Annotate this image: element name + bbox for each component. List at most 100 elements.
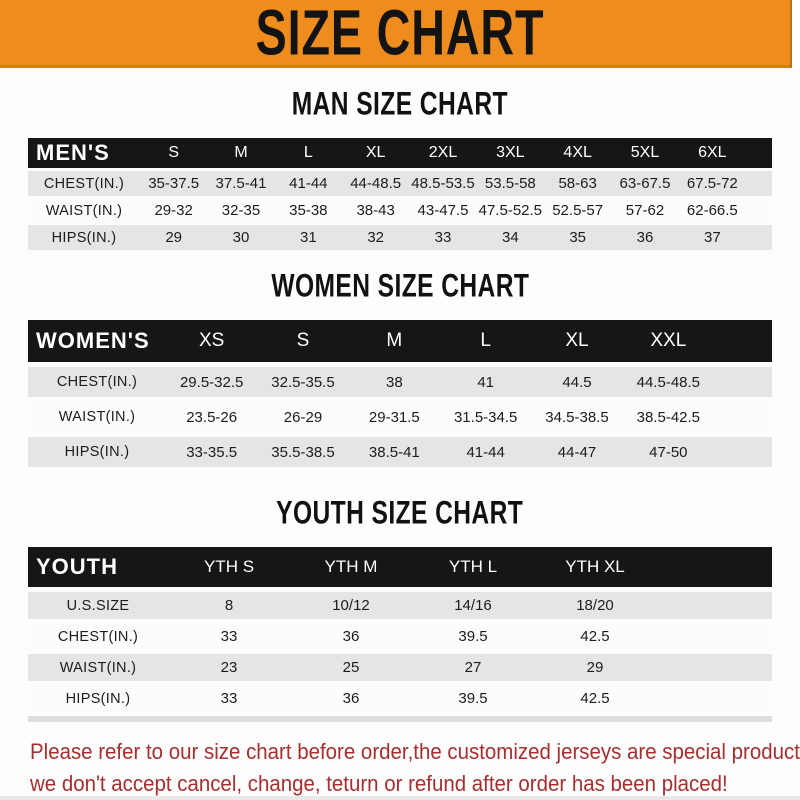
women-value-cell: 47-50 xyxy=(649,443,688,461)
youth-value-cell: 18/20 xyxy=(576,597,614,614)
man-value-cell: 53.5-58 xyxy=(484,175,536,192)
women-header-size-cell: M xyxy=(386,330,403,351)
man-row: CHEST(IN.) 35-37.5 37.5-41 41-44 44-48.5 48.5… xyxy=(28,171,772,196)
women-value-cell: 41 xyxy=(477,373,494,391)
man-value-cell: 41-44 xyxy=(289,175,328,192)
women-value-cell: 26-29 xyxy=(283,408,323,426)
man-value-cell: 34 xyxy=(501,229,519,246)
man-row-label: HIPS(IN.) xyxy=(51,229,117,246)
youth-value-cell: 39.5 xyxy=(458,628,488,645)
man-header-size-cell: 5XL xyxy=(630,144,660,161)
youth-value-cell: 42.5 xyxy=(580,690,610,707)
man-value-cell: 44-48.5 xyxy=(350,175,402,192)
women-header-size-cell: XL xyxy=(565,330,589,351)
youth-value-cell: 8 xyxy=(224,597,234,614)
women-value-cell: 38.5-42.5 xyxy=(636,408,701,426)
youth-section-title: YOUTH SIZE CHART xyxy=(0,496,800,532)
youth-row: HIPS(IN.) 33 36 39.5 42.5 xyxy=(28,685,772,712)
youth-header-size-cell: YTH S xyxy=(203,557,255,576)
man-header-label: MEN'S xyxy=(36,140,110,165)
women-size-section: WOMEN SIZE CHART WOMEN'S XS S M L XL XXL CHEST(… xyxy=(0,268,800,467)
women-header-row: WOMEN'S XS S M L XL XXL xyxy=(28,320,772,362)
order-note: Please refer to our size chart before or… xyxy=(30,736,800,800)
youth-value-cell: 25 xyxy=(342,659,360,676)
youth-value-cell: 42.5 xyxy=(580,628,610,645)
man-value-cell: 57-62 xyxy=(625,202,665,219)
man-value-cell: 32 xyxy=(367,229,384,246)
youth-row-label: WAIST(IN.) xyxy=(59,659,137,676)
women-header-size-cell: XS xyxy=(198,330,225,351)
women-value-cell: 44.5 xyxy=(562,373,592,391)
youth-size-table: YOUTH YTH S YTH M YTH L YTH XL U.S.SIZE 8 10/12… xyxy=(28,547,772,722)
women-row-label: CHEST(IN.) xyxy=(56,374,138,390)
women-value-cell: 29.5-32.5 xyxy=(179,373,244,391)
man-value-cell: 36 xyxy=(636,229,654,246)
man-row: WAIST(IN.) 29-32 32-35 35-38 38-43 43-47.5 47.… xyxy=(28,198,772,223)
women-row-label: WAIST(IN.) xyxy=(58,409,136,425)
man-value-cell: 37.5-41 xyxy=(215,175,267,192)
man-header-size-cell: 6XL xyxy=(698,144,727,161)
women-row: WAIST(IN.) 23.5-26 26-29 29-31.5 31.5-34.5 34… xyxy=(28,402,772,432)
women-section-title: WOMEN SIZE CHART xyxy=(0,268,800,305)
man-value-cell: 32-35 xyxy=(221,202,261,219)
youth-header-size-cell: YTH XL xyxy=(565,557,625,576)
women-row: HIPS(IN.) 33-35.5 35.5-38.5 38.5-41 41-44 44-… xyxy=(28,437,772,467)
youth-value-cell: 14/16 xyxy=(454,597,492,614)
women-value-cell: 23.5-26 xyxy=(186,408,238,426)
youth-row-label: U.S.SIZE xyxy=(66,597,130,614)
man-header-size-cell: M xyxy=(234,144,248,161)
women-size-table: WOMEN'S XS S M L XL XXL CHEST(IN.) 29.5-32.5 32.5… xyxy=(28,320,772,467)
man-header-size-cell: 2XL xyxy=(428,144,458,161)
man-section-title: MAN SIZE CHART xyxy=(0,87,800,123)
man-header-size-cell: L xyxy=(303,144,313,161)
man-size-section: MAN SIZE CHART MEN'S S M L XL 2XL 3XL 4XL 5XL 6XL… xyxy=(0,87,800,250)
size-chart-banner: SIZE CHART xyxy=(0,0,800,68)
women-value-cell: 38.5-41 xyxy=(368,443,420,461)
man-row: HIPS(IN.) 29 30 31 32 33 34 35 36 37 xyxy=(28,225,772,250)
man-value-cell: 62-66.5 xyxy=(686,202,738,219)
youth-value-cell: 39.5 xyxy=(458,690,488,707)
women-value-cell: 31.5-34.5 xyxy=(453,408,518,426)
youth-row: U.S.SIZE 8 10/12 14/16 18/20 xyxy=(28,592,772,619)
women-value-cell: 33-35.5 xyxy=(186,443,238,461)
women-header-label: WOMEN'S xyxy=(36,328,150,353)
youth-value-cell: 33 xyxy=(220,690,238,707)
man-value-cell: 35-37.5 xyxy=(148,175,200,192)
man-row-label: CHEST(IN.) xyxy=(43,175,125,192)
women-header-size-cell: S xyxy=(296,330,310,351)
women-header-size-cell: L xyxy=(480,330,491,351)
man-value-cell: 33 xyxy=(434,229,452,246)
youth-value-cell: 36 xyxy=(342,690,360,707)
women-row: CHEST(IN.) 29.5-32.5 32.5-35.5 38 41 44.5 44.5… xyxy=(28,367,772,397)
women-section-title-text: WOMEN SIZE CHART xyxy=(270,268,530,305)
man-value-cell: 48.5-53.5 xyxy=(411,175,475,192)
order-note-line-1: Please refer to our size chart before or… xyxy=(30,739,800,764)
women-header-size-cell: XXL xyxy=(650,330,687,351)
man-value-cell: 29 xyxy=(165,229,182,246)
women-row-label: HIPS(IN.) xyxy=(64,444,130,460)
youth-header-label: YOUTH xyxy=(36,554,118,579)
man-value-cell: 31 xyxy=(299,229,317,246)
women-value-cell: 35.5-38.5 xyxy=(271,443,335,461)
youth-value-cell: 23 xyxy=(220,659,238,676)
man-value-cell: 58-63 xyxy=(558,175,597,192)
man-value-cell: 52.5-57 xyxy=(552,202,604,219)
man-value-cell: 63-67.5 xyxy=(619,175,671,192)
youth-row: CHEST(IN.) 33 36 39.5 42.5 xyxy=(28,623,772,650)
women-value-cell: 34.5-38.5 xyxy=(545,408,609,426)
man-value-cell: 38-43 xyxy=(356,202,395,219)
man-header-size-cell: 3XL xyxy=(496,144,525,161)
women-value-cell: 38 xyxy=(385,373,403,391)
man-value-cell: 29-32 xyxy=(154,202,193,219)
youth-header-size-cell: YTH L xyxy=(448,557,498,576)
women-value-cell: 44.5-48.5 xyxy=(636,373,701,391)
man-row-label: WAIST(IN.) xyxy=(45,202,123,219)
man-value-cell: 47.5-52.5 xyxy=(478,202,543,219)
man-size-table: MEN'S S M L XL 2XL 3XL 4XL 5XL 6XL CHEST(IN.) 35-37… xyxy=(28,138,772,250)
man-value-cell: 43-47.5 xyxy=(417,202,469,219)
order-note-line-2: we don't accept cancel, change, teturn o… xyxy=(30,771,728,796)
youth-row-label: HIPS(IN.) xyxy=(65,690,131,707)
women-value-cell: 44-47 xyxy=(557,443,597,461)
women-value-cell: 29-31.5 xyxy=(368,408,420,426)
youth-size-section: YOUTH SIZE CHART YOUTH YTH S YTH M YTH L YTH… xyxy=(0,496,800,722)
